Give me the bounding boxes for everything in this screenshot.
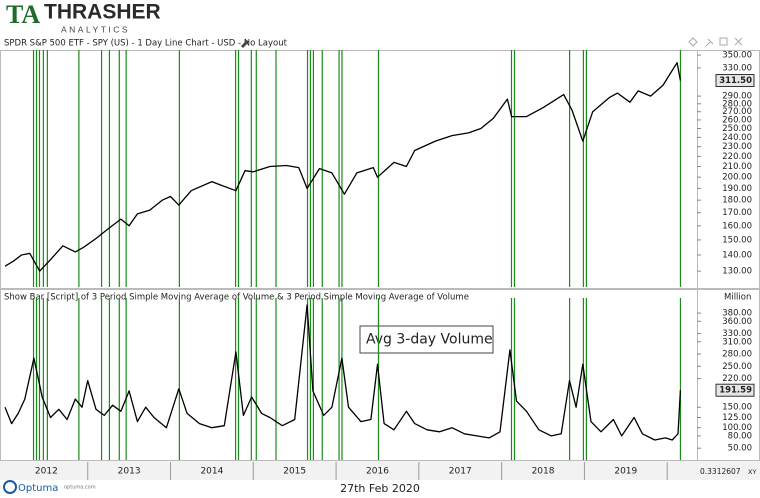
- y-tick-label: 230.00: [722, 142, 752, 152]
- y-tick-label: 80.00: [728, 431, 752, 441]
- scale-readout: 0.3312607: [700, 467, 741, 476]
- last-value-label: 191.59: [719, 386, 752, 396]
- y-tick-label: 330.00: [722, 63, 752, 73]
- y-tick-label: 190.00: [722, 184, 752, 194]
- plot-area: [4, 50, 682, 287]
- y-tick-label: 330.00: [722, 329, 752, 339]
- mode-readout[interactable]: XY: [748, 468, 756, 476]
- edit-icon[interactable]: [241, 40, 249, 48]
- y-tick-label: 170.00: [722, 208, 752, 218]
- y-tick-label: 220.00: [722, 374, 752, 384]
- tagline: ANALYTICS: [61, 24, 130, 34]
- y-tick-label: 180.00: [722, 196, 752, 206]
- y-tick-label: 50.00: [728, 444, 752, 454]
- brand: THRASHER: [44, 1, 161, 24]
- y-tick-label: 310.00: [722, 337, 752, 347]
- x-tick-label: 2012: [35, 467, 58, 477]
- y-tick-label: 100.00: [722, 423, 752, 433]
- maximize-icon[interactable]: [719, 37, 728, 46]
- chart-title: SPDR S&P 500 ETF - SPY (US) - 1 Day Line…: [4, 39, 288, 49]
- y-tick-label: 200.00: [722, 173, 752, 183]
- x-axis-band: [0, 461, 760, 480]
- footer-logo: [3, 480, 17, 494]
- x-tick-label: 2013: [118, 467, 141, 477]
- y-tick-label: 250.00: [722, 124, 752, 134]
- y-tick-label: 380.00: [722, 309, 752, 319]
- y-tick-label: 220.00: [722, 152, 752, 162]
- plot-area: [4, 298, 682, 460]
- diamond-icon[interactable]: [688, 37, 698, 47]
- footer-brand: Optuma: [18, 483, 58, 494]
- x-tick-label: 2015: [283, 467, 306, 477]
- close-icon[interactable]: [734, 37, 743, 46]
- y-tick-label: 150.00: [722, 235, 752, 245]
- series-line: [4, 62, 682, 272]
- x-tick-label: 2016: [366, 467, 389, 477]
- logo-mark: TA: [6, 0, 40, 29]
- x-tick-label: 2018: [532, 467, 555, 477]
- y-tick-label: 360.00: [722, 317, 752, 327]
- last-value-box: [715, 383, 755, 397]
- y-tick-label: 250.00: [722, 362, 752, 372]
- y-tick-label: 130.00: [722, 267, 752, 277]
- series-line: [4, 304, 682, 441]
- last-value-box: [715, 74, 755, 88]
- y-tick-label: 280.00: [722, 350, 752, 360]
- y-tick-label: 290.00: [722, 92, 752, 102]
- x-tick-label: 2019: [614, 467, 637, 477]
- y-tick-label: 160.00: [722, 221, 752, 231]
- last-value-label: 311.50: [719, 76, 752, 86]
- y-tick-label: 260.00: [722, 115, 752, 125]
- y-tick-label: 240.00: [722, 133, 752, 143]
- y-tick-label: 350.00: [722, 51, 752, 61]
- x-tick-label: 2014: [200, 467, 223, 477]
- annotation-box: [359, 325, 494, 354]
- footer-date: 27th Feb 2020: [340, 482, 420, 495]
- annotation: Avg 3-day Volume: [366, 332, 493, 348]
- panel-title: Show Bar [Script] of 3 Period Simple Mov…: [4, 293, 469, 303]
- y-tick-label: 150.00: [722, 403, 752, 413]
- y-tick-label: 125.00: [722, 413, 752, 423]
- y-tick-label: 210.00: [722, 162, 752, 172]
- y-tick-label: 280.00: [722, 99, 752, 109]
- y-unit: Million: [724, 293, 751, 303]
- footer-url: optuma.com: [64, 485, 96, 491]
- pin-icon[interactable]: [705, 38, 714, 47]
- y-tick-label: 270.00: [722, 107, 752, 117]
- x-tick-label: 2017: [449, 467, 472, 477]
- y-tick-label: 140.00: [722, 250, 752, 260]
